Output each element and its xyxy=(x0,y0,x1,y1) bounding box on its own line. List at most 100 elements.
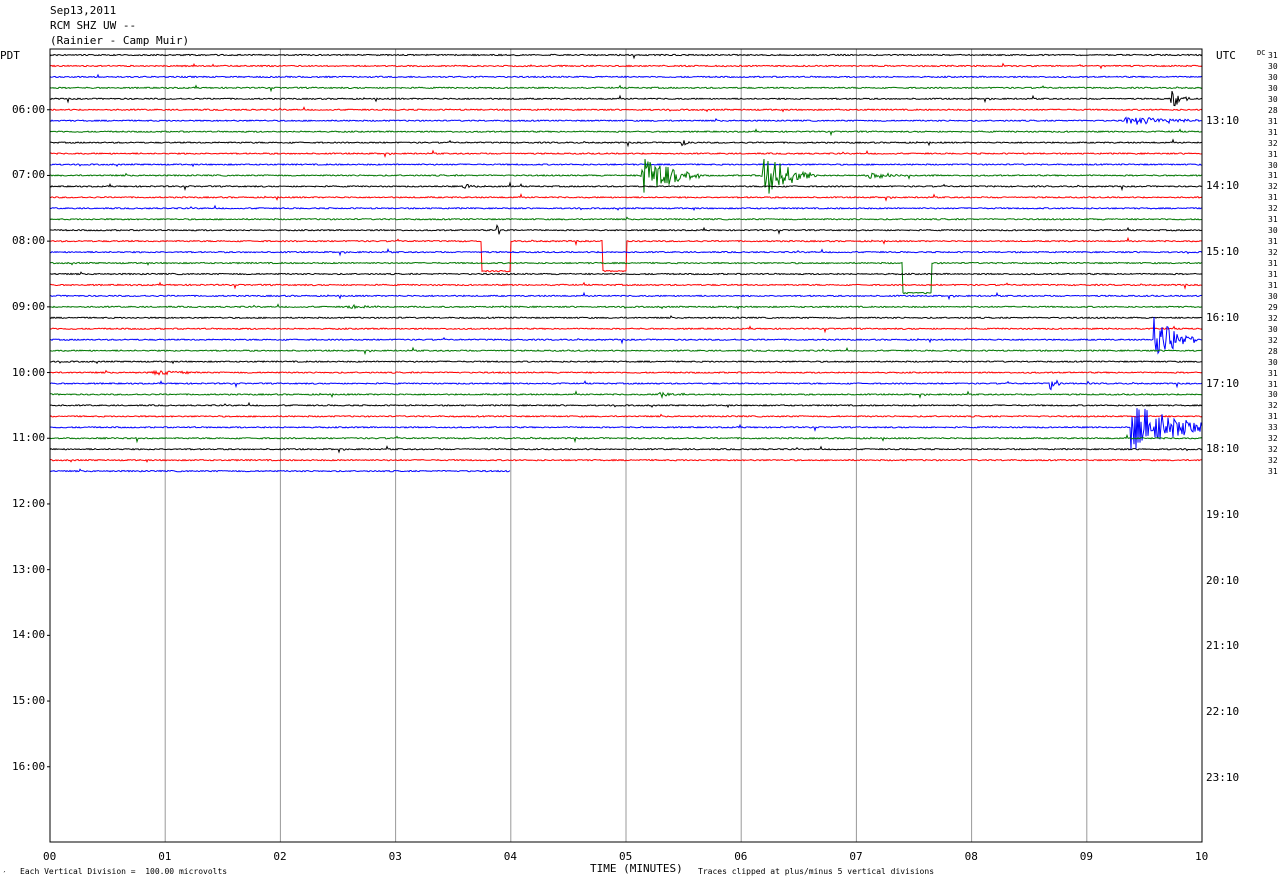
utc-label-14:10: 14:10 xyxy=(1206,179,1240,193)
station-label: RCM SHZ UW -- xyxy=(50,19,137,32)
trace-row-36 xyxy=(49,445,1203,454)
dc-label-row-6: 31 xyxy=(1268,116,1278,126)
x-tick-00: 00 xyxy=(43,850,57,863)
utc-label-16:10: 16:10 xyxy=(1206,310,1240,324)
x-tick-02: 02 xyxy=(273,850,287,863)
axis-ticks xyxy=(47,109,50,768)
trace-row-16 xyxy=(49,223,1203,235)
dc-label-row-19: 31 xyxy=(1268,259,1278,269)
trace-row-29 xyxy=(49,369,1203,376)
pdt-label-16:00: 16:00 xyxy=(12,759,46,773)
dc-label-row-33: 31 xyxy=(1268,412,1278,422)
utc-label-23:10: 23:10 xyxy=(1206,770,1240,784)
location-label: (Rainier - Camp Muir) xyxy=(50,34,190,47)
trace-row-2 xyxy=(49,73,1203,79)
dc-label-row-11: 31 xyxy=(1268,171,1278,181)
dc-label-row-26: 32 xyxy=(1268,335,1278,345)
dc-label-row-17: 31 xyxy=(1268,237,1278,247)
utc-label-21:10: 21:10 xyxy=(1206,639,1240,653)
utc-label-15:10: 15:10 xyxy=(1206,245,1240,259)
x-tick-03: 03 xyxy=(388,850,402,863)
trace-row-19 xyxy=(50,261,1203,295)
dc-label-row-27: 28 xyxy=(1268,346,1278,356)
trace-row-21 xyxy=(49,281,1203,290)
trace-row-4 xyxy=(49,90,1203,107)
dc-label-row-23: 29 xyxy=(1268,302,1278,312)
trace-row-20 xyxy=(49,271,1203,276)
dc-label-row-30: 31 xyxy=(1268,379,1278,389)
dc-label-row-7: 31 xyxy=(1268,127,1278,137)
dc-label-row-3: 30 xyxy=(1268,83,1278,93)
dc-label-row-28: 30 xyxy=(1268,357,1278,367)
pdt-label-06:00: 06:00 xyxy=(12,102,46,116)
trace-row-1 xyxy=(49,62,1203,70)
dc-label-row-25: 30 xyxy=(1268,324,1278,334)
dc-label-row-0: 31 xyxy=(1268,51,1278,60)
dc-label-row-36: 32 xyxy=(1268,445,1278,455)
trace-row-12 xyxy=(49,181,1203,192)
trace-row-0 xyxy=(49,53,1203,60)
dc-label-row-8: 32 xyxy=(1268,138,1278,148)
dc-label-row-1: 30 xyxy=(1268,61,1278,71)
dc-label-row-13: 31 xyxy=(1268,193,1278,203)
utc-label-18:10: 18:10 xyxy=(1206,442,1240,456)
trace-row-32 xyxy=(49,401,1203,409)
utc-label-20:10: 20:10 xyxy=(1206,573,1240,587)
trace-row-28 xyxy=(50,360,1202,365)
trace-row-17 xyxy=(49,236,1203,273)
trace-row-10 xyxy=(49,163,1203,168)
pdt-label-08:00: 08:00 xyxy=(12,234,46,248)
pdt-axis-label: PDT xyxy=(0,49,20,62)
trace-row-24 xyxy=(49,315,1203,320)
x-tick-05: 05 xyxy=(619,850,633,863)
scale-note: Each Vertical Division = 100.00 microvol… xyxy=(20,867,228,876)
trace-row-5 xyxy=(49,106,1203,113)
date-label: Sep13,2011 xyxy=(50,4,117,17)
pdt-label-15:00: 15:00 xyxy=(12,694,46,708)
pdt-label-13:00: 13:00 xyxy=(12,562,46,576)
x-axis-title: TIME (MINUTES) xyxy=(590,862,683,875)
x-tick-04: 04 xyxy=(503,850,518,863)
trace-row-27 xyxy=(49,346,1202,356)
seismic-traces xyxy=(49,53,1203,473)
dc-label-row-16: 30 xyxy=(1268,226,1278,236)
dc-label-row-31: 30 xyxy=(1268,390,1278,400)
dc-label-row-18: 32 xyxy=(1268,248,1278,258)
trace-row-15 xyxy=(49,216,1203,221)
dc-label-row-29: 31 xyxy=(1268,368,1278,378)
trace-row-11 xyxy=(49,158,1203,194)
utc-label-22:10: 22:10 xyxy=(1206,705,1240,718)
utc-label-19:10: 19:10 xyxy=(1206,507,1240,521)
pdt-label-14:00: 14:00 xyxy=(12,628,46,642)
trace-row-38 xyxy=(49,468,511,473)
trace-row-25 xyxy=(49,325,1203,334)
trace-row-31 xyxy=(50,390,1203,399)
trace-row-30 xyxy=(49,379,1203,391)
pdt-label-11:00: 11:00 xyxy=(12,431,46,445)
utc-label-17:10: 17:10 xyxy=(1206,376,1240,390)
trace-row-37 xyxy=(49,458,1203,463)
dc-label-row-14: 32 xyxy=(1268,204,1278,214)
x-tick-07: 07 xyxy=(849,850,863,863)
dc-label-row-22: 30 xyxy=(1268,291,1278,301)
dc-label-row-5: 28 xyxy=(1268,105,1278,115)
dc-label-row-38: 31 xyxy=(1268,467,1278,477)
dc-label-row-32: 32 xyxy=(1268,401,1278,411)
trace-row-18 xyxy=(49,248,1203,257)
vertical-gridlines xyxy=(49,49,1203,842)
dc-label-row-12: 32 xyxy=(1268,182,1278,192)
dc-label-row-9: 31 xyxy=(1268,149,1278,159)
trace-row-14 xyxy=(49,204,1202,211)
trace-row-33 xyxy=(49,413,1203,418)
dc-label-row-15: 31 xyxy=(1268,215,1278,225)
x-tick-06: 06 xyxy=(734,850,748,863)
plot-frame xyxy=(49,48,1203,843)
dc-label-row-4: 30 xyxy=(1268,94,1278,104)
dc-axis-label: DC xyxy=(1257,49,1266,57)
trace-row-23 xyxy=(49,303,1203,310)
dc-label-row-24: 32 xyxy=(1268,313,1278,323)
trace-row-34 xyxy=(49,408,1203,450)
pdt-label-09:00: 09:00 xyxy=(12,299,46,313)
trace-row-26 xyxy=(49,316,1203,355)
